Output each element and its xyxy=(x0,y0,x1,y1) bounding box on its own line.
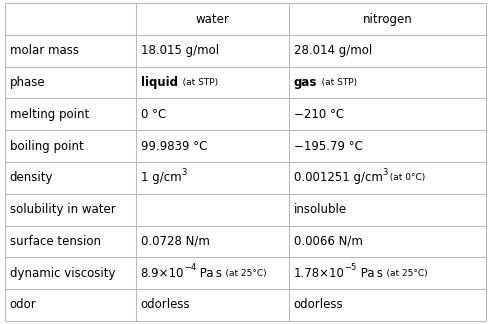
Text: (at 25°C): (at 25°C) xyxy=(383,269,428,278)
Text: 3: 3 xyxy=(382,168,388,177)
Text: 0 °C: 0 °C xyxy=(141,108,166,121)
Text: dynamic viscosity: dynamic viscosity xyxy=(10,267,115,280)
Text: (at STP): (at STP) xyxy=(178,78,218,87)
Text: 18.015 g/mol: 18.015 g/mol xyxy=(141,44,219,57)
Text: (at 25°C): (at 25°C) xyxy=(222,269,267,278)
Text: boiling point: boiling point xyxy=(10,140,83,153)
Text: gas: gas xyxy=(294,76,317,89)
Text: 28.014 g/mol: 28.014 g/mol xyxy=(294,44,372,57)
Text: surface tension: surface tension xyxy=(10,235,101,248)
Text: (at 0°C): (at 0°C) xyxy=(388,173,425,182)
Text: 1.78×10: 1.78×10 xyxy=(294,267,345,280)
Text: −195.79 °C: −195.79 °C xyxy=(294,140,362,153)
Text: 0.0066 N/m: 0.0066 N/m xyxy=(294,235,362,248)
Text: −4: −4 xyxy=(184,263,196,272)
Text: melting point: melting point xyxy=(10,108,89,121)
Text: density: density xyxy=(10,171,54,184)
Text: molar mass: molar mass xyxy=(10,44,79,57)
Text: insoluble: insoluble xyxy=(294,203,347,216)
Text: liquid: liquid xyxy=(141,76,178,89)
Text: nitrogen: nitrogen xyxy=(362,13,412,26)
Text: 1 g/cm: 1 g/cm xyxy=(141,171,181,184)
Text: −210 °C: −210 °C xyxy=(294,108,344,121)
Text: odorless: odorless xyxy=(294,298,343,311)
Text: −5: −5 xyxy=(345,263,357,272)
Text: 99.9839 °C: 99.9839 °C xyxy=(141,140,207,153)
Text: phase: phase xyxy=(10,76,46,89)
Text: odor: odor xyxy=(10,298,36,311)
Text: water: water xyxy=(195,13,229,26)
Text: 0.001251 g/cm: 0.001251 g/cm xyxy=(294,171,382,184)
Text: (at STP): (at STP) xyxy=(317,78,357,87)
Text: 8.9×10: 8.9×10 xyxy=(141,267,184,280)
Text: 0.0728 N/m: 0.0728 N/m xyxy=(141,235,210,248)
Text: odorless: odorless xyxy=(141,298,191,311)
Text: solubility in water: solubility in water xyxy=(10,203,115,216)
Text: Pa s: Pa s xyxy=(357,267,383,280)
Text: 3: 3 xyxy=(181,168,187,177)
Text: Pa s: Pa s xyxy=(196,267,222,280)
